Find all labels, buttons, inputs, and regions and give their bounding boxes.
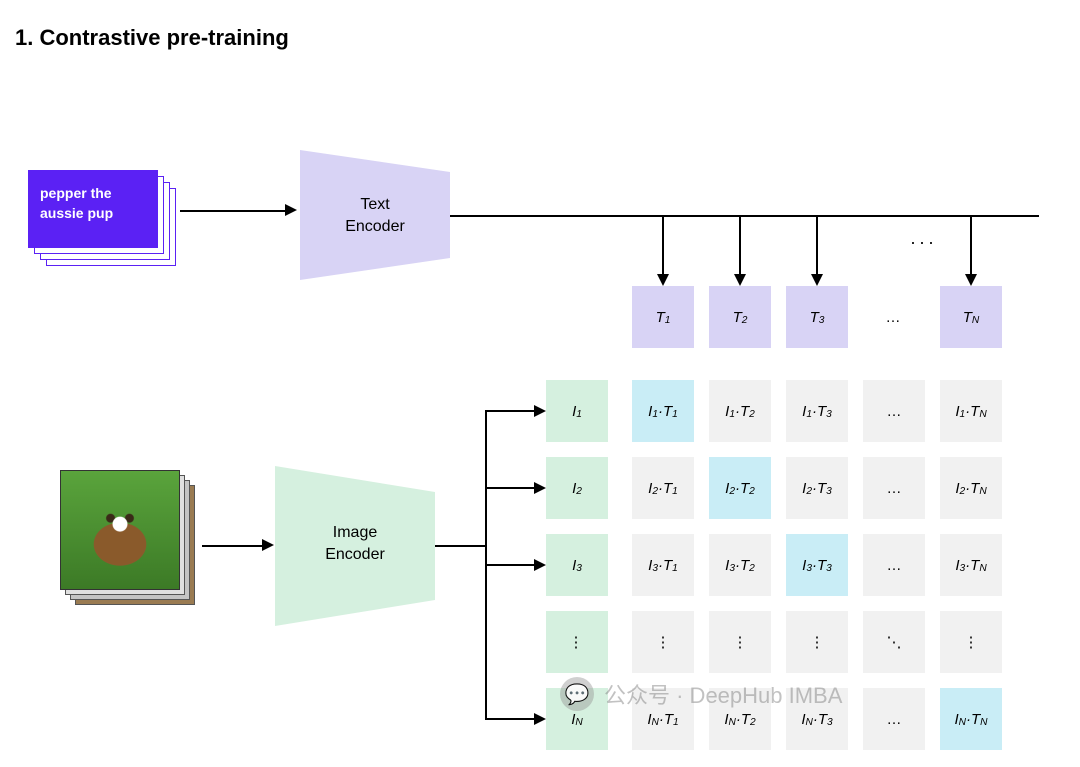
top-arrow-ellipsis: ··· bbox=[910, 232, 937, 253]
arrow-head-icon bbox=[285, 204, 297, 216]
arrow-head-icon bbox=[534, 713, 546, 725]
similarity-cell: … bbox=[863, 688, 925, 750]
arrow-head-icon bbox=[965, 274, 977, 286]
t-header-cell: T3 bbox=[786, 286, 848, 348]
similarity-cell: IN·T3 bbox=[786, 688, 848, 750]
arrow-image-to-encoder bbox=[202, 545, 262, 547]
similarity-cell: I3·T1 bbox=[632, 534, 694, 596]
arrow-image-right bbox=[485, 410, 534, 412]
arrow-text-drop bbox=[739, 215, 741, 274]
text-batch-stack: pepper the aussie pup bbox=[28, 170, 178, 268]
arrow-text-drop bbox=[662, 215, 664, 274]
t-header-cell: T2 bbox=[709, 286, 771, 348]
arrow-head-icon bbox=[734, 274, 746, 286]
arrow-text-drop bbox=[816, 215, 818, 274]
similarity-cell: I2·T3 bbox=[786, 457, 848, 519]
text-sample-card: pepper the aussie pup bbox=[28, 170, 158, 248]
similarity-cell: I3·T2 bbox=[709, 534, 771, 596]
similarity-cell: I1·T1 bbox=[632, 380, 694, 442]
i-header-cell: ⋮ bbox=[546, 611, 608, 673]
arrow-text-to-encoder bbox=[180, 210, 285, 212]
image-encoder-output-stub bbox=[435, 545, 485, 547]
similarity-cell: … bbox=[863, 380, 925, 442]
diagram-title: 1. Contrastive pre-training bbox=[15, 25, 289, 51]
similarity-cell: ⋮ bbox=[709, 611, 771, 673]
image-encoder-label-2: Encoder bbox=[325, 546, 385, 563]
similarity-cell: IN·T2 bbox=[709, 688, 771, 750]
text-encoder-label-2: Encoder bbox=[345, 218, 405, 235]
t-header-cell: … bbox=[863, 286, 925, 348]
arrow-text-drop bbox=[970, 215, 972, 274]
similarity-cell: I1·T2 bbox=[709, 380, 771, 442]
similarity-cell: IN·T1 bbox=[632, 688, 694, 750]
image-sample-card bbox=[60, 470, 180, 590]
similarity-cell: I2·T2 bbox=[709, 457, 771, 519]
similarity-cell: ⋮ bbox=[632, 611, 694, 673]
image-encoder-label-1: Image bbox=[333, 524, 377, 541]
arrow-image-right bbox=[485, 718, 534, 720]
arrow-head-icon bbox=[262, 539, 274, 551]
text-encoder: Text Encoder bbox=[300, 150, 450, 280]
similarity-cell: IN·TN bbox=[940, 688, 1002, 750]
similarity-cell: … bbox=[863, 457, 925, 519]
i-header-cell: I1 bbox=[546, 380, 608, 442]
text-encoder-output-rail bbox=[450, 215, 1039, 217]
similarity-cell: I1·TN bbox=[940, 380, 1002, 442]
similarity-cell: I2·T1 bbox=[632, 457, 694, 519]
similarity-cell: … bbox=[863, 534, 925, 596]
t-header-cell: TN bbox=[940, 286, 1002, 348]
arrow-head-icon bbox=[534, 405, 546, 417]
arrow-image-right bbox=[485, 487, 534, 489]
similarity-cell: I2·TN bbox=[940, 457, 1002, 519]
i-header-cell: I2 bbox=[546, 457, 608, 519]
arrow-head-icon bbox=[811, 274, 823, 286]
similarity-cell: I1·T3 bbox=[786, 380, 848, 442]
i-header-cell: I3 bbox=[546, 534, 608, 596]
similarity-cell: ⋮ bbox=[786, 611, 848, 673]
image-batch-stack bbox=[60, 470, 200, 610]
similarity-cell: I3·T3 bbox=[786, 534, 848, 596]
image-encoder: Image Encoder bbox=[275, 466, 435, 626]
arrow-head-icon bbox=[657, 274, 669, 286]
similarity-cell: ⋱ bbox=[863, 611, 925, 673]
t-header-cell: T1 bbox=[632, 286, 694, 348]
text-sample-line2: aussie pup bbox=[40, 204, 146, 224]
arrow-head-icon bbox=[534, 482, 546, 494]
similarity-cell: I3·TN bbox=[940, 534, 1002, 596]
arrow-head-icon bbox=[534, 559, 546, 571]
similarity-cell: ⋮ bbox=[940, 611, 1002, 673]
i-header-cell: IN bbox=[546, 688, 608, 750]
text-encoder-label-1: Text bbox=[360, 196, 389, 213]
arrow-image-right bbox=[485, 564, 534, 566]
text-sample-line1: pepper the bbox=[40, 184, 146, 204]
